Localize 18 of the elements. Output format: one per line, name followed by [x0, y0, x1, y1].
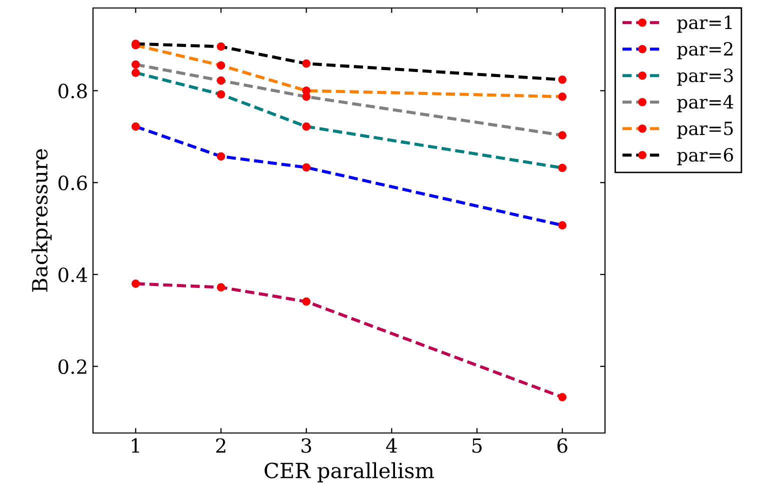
legend-label: par=5 — [677, 122, 733, 139]
y-axis-title: Backpressure — [32, 149, 52, 292]
y-tick-label: 0.8 — [58, 84, 87, 98]
x-tick-label: 5 — [472, 438, 482, 453]
x-tick-label: 6 — [557, 438, 568, 453]
x-tick-label: 1 — [132, 438, 140, 453]
legend-label: par=2 — [677, 42, 732, 60]
legend-label: par=1 — [677, 16, 732, 33]
x-tick-label: 3 — [302, 438, 312, 453]
legend-label: par=3 — [677, 68, 733, 86]
legend-label: par=6 — [677, 148, 734, 166]
y-tick-label: 0.4 — [58, 267, 88, 282]
y-tick-label: 0.6 — [58, 176, 87, 190]
y-tick-label: 0.2 — [58, 359, 86, 374]
x-axis-title: CER parallelism — [264, 462, 434, 482]
x-tick-label: 2 — [216, 438, 226, 453]
x-tick-label: 4 — [386, 438, 397, 453]
legend-label: par=4 — [677, 95, 734, 112]
